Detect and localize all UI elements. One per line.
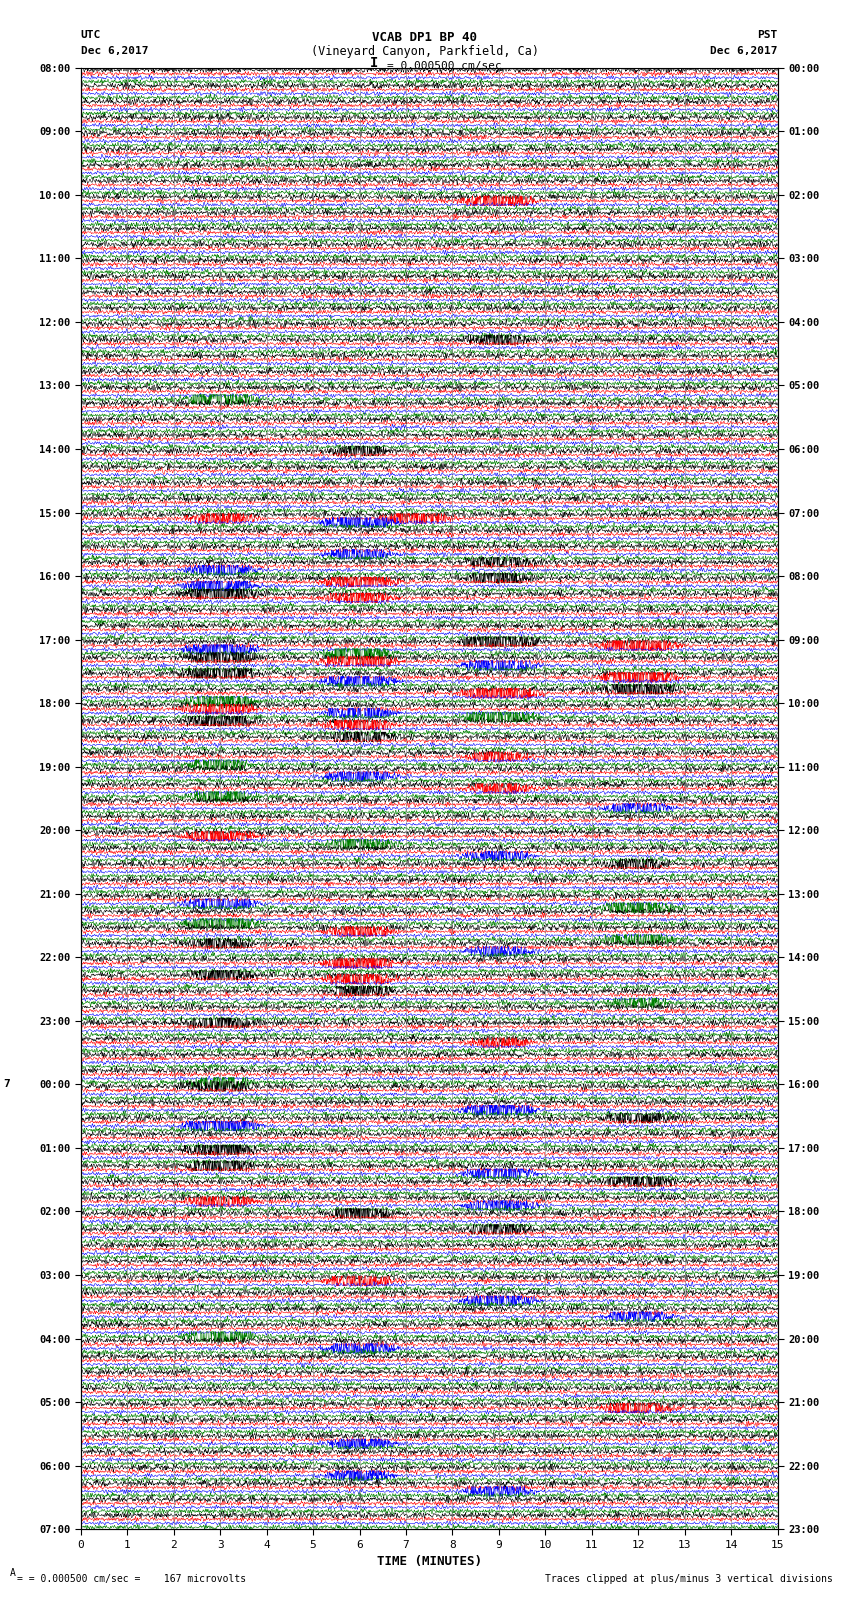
Text: Dec 7: Dec 7 xyxy=(0,1079,11,1089)
Text: (Vineyard Canyon, Parkfield, Ca): (Vineyard Canyon, Parkfield, Ca) xyxy=(311,45,539,58)
Text: Dec 6,2017: Dec 6,2017 xyxy=(711,47,778,56)
X-axis label: TIME (MINUTES): TIME (MINUTES) xyxy=(377,1555,482,1568)
Text: Dec 6,2017: Dec 6,2017 xyxy=(81,47,148,56)
Text: Traces clipped at plus/minus 3 vertical divisions: Traces clipped at plus/minus 3 vertical … xyxy=(545,1574,833,1584)
Text: UTC: UTC xyxy=(81,31,101,40)
Text: A: A xyxy=(10,1568,15,1578)
Text: I: I xyxy=(370,56,378,71)
Text: = 0.000500 cm/sec: = 0.000500 cm/sec xyxy=(387,61,501,71)
Text: = = 0.000500 cm/sec =    167 microvolts: = = 0.000500 cm/sec = 167 microvolts xyxy=(17,1574,246,1584)
Text: VCAB DP1 BP 40: VCAB DP1 BP 40 xyxy=(372,31,478,44)
Text: PST: PST xyxy=(757,31,778,40)
